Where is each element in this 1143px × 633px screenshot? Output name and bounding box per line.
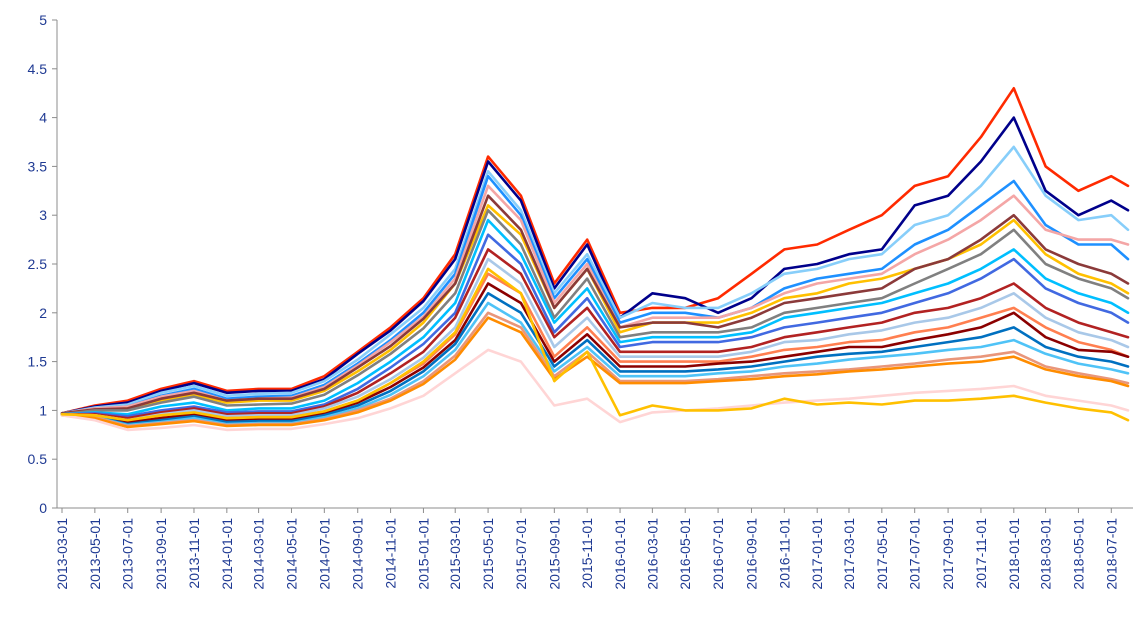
- x-tick-label: 2018-05-01: [1070, 518, 1086, 590]
- x-tick-label: 2015-03-01: [447, 518, 463, 590]
- x-tick-label: 2018-07-01: [1103, 518, 1119, 590]
- x-tick-label: 2018-03-01: [1038, 518, 1054, 590]
- x-tick-label: 2014-05-01: [283, 518, 299, 590]
- series-lines: [62, 88, 1128, 430]
- y-tick-label: 3.5: [28, 158, 48, 174]
- x-tick-label: 2014-09-01: [350, 518, 366, 590]
- y-tick-label: 5: [39, 12, 47, 28]
- x-tick-label: 2017-03-01: [841, 518, 857, 590]
- x-tick-label: 2014-01-01: [219, 518, 235, 590]
- x-tick-label: 2015-11-01: [579, 518, 595, 589]
- x-tick-label: 2016-01-01: [612, 518, 628, 590]
- y-tick-label: 1.5: [28, 354, 48, 370]
- x-tick-label: 2017-09-01: [940, 518, 956, 590]
- y-tick-label: 2: [39, 305, 47, 321]
- x-tick-label: 2015-05-01: [480, 518, 496, 590]
- y-tick-label: 2.5: [28, 256, 48, 272]
- x-tick-label: 2014-03-01: [251, 518, 267, 590]
- y-tick-label: 3: [39, 207, 47, 223]
- x-tick-label: 2017-05-01: [874, 518, 890, 590]
- x-tick-label: 2015-07-01: [513, 518, 529, 590]
- x-tick-label: 2015-01-01: [415, 518, 431, 590]
- y-tick-labels: 0 0.5 1 1.5 2 2.5 3 3.5 4 4.5 5: [28, 12, 57, 516]
- x-tick-label: 2014-07-01: [316, 518, 332, 590]
- x-tick-label: 2017-07-01: [907, 518, 923, 590]
- x-tick-label: 2016-07-01: [710, 518, 726, 590]
- x-tick-label: 2013-07-01: [120, 518, 136, 590]
- x-tick-label: 2013-05-01: [87, 518, 103, 590]
- x-tick-label: 2017-11-01: [973, 518, 989, 589]
- x-tick-label: 2013-09-01: [153, 518, 169, 590]
- x-tick-label: 2016-11-01: [776, 518, 792, 589]
- y-tick-label: 4: [39, 110, 47, 126]
- y-tick-label: 0: [39, 500, 47, 516]
- x-tick-label: 2013-11-01: [186, 518, 202, 589]
- y-tick-label: 1: [39, 402, 47, 418]
- x-tick-label: 2018-01-01: [1006, 518, 1022, 590]
- x-tick-label: 2015-09-01: [546, 518, 562, 590]
- x-tick-label: 2017-01-01: [809, 518, 825, 590]
- x-tick-label: 2016-09-01: [743, 518, 759, 590]
- x-tick-labels: 2013-03-01 2013-05-01 2013-07-01 2013-09-01…: [54, 508, 1119, 590]
- x-tick-label: 2016-05-01: [677, 518, 693, 590]
- x-tick-label: 2013-03-01: [54, 518, 70, 590]
- x-tick-label: 2016-03-01: [644, 518, 660, 590]
- y-tick-label: 4.5: [28, 61, 48, 77]
- x-tick-label: 2014-11-01: [383, 518, 399, 589]
- y-tick-label: 0.5: [28, 451, 48, 467]
